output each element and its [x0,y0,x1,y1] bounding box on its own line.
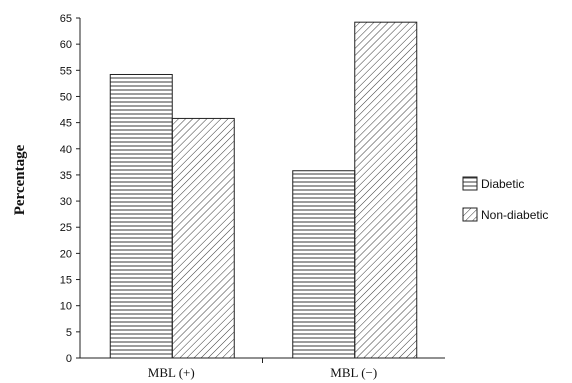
legend-label: Diabetic [481,177,524,191]
bar-diabetic-2 [292,170,356,359]
legend-swatch-diabetic [462,176,478,191]
bar-non-diabetic-1 [171,117,235,359]
bar-non-diabetic-2 [354,21,418,359]
y-tick-label: 65 [60,13,72,25]
y-tick-label: 45 [60,118,72,130]
y-axis-label: Percentage [12,144,28,215]
y-tick-label: 50 [60,91,72,103]
bars-group [109,21,418,359]
bar-diabetic-1 [109,73,173,359]
y-tick-label: 40 [60,144,72,156]
y-tick-label: 0 [66,353,72,365]
y-tick-label: 60 [60,39,72,51]
y-tick-label: 35 [60,170,72,182]
y-tick-label: 15 [60,275,72,287]
x-tick-label: MBL (−) [330,365,377,380]
y-ticks-group: 0 5 10 15 20 25 30 35 40 45 50 55 60 65 [60,13,80,365]
y-tick-label: 10 [60,301,72,313]
x-ticks-group: MBL (+) MBL (−) [148,358,377,380]
y-tick-label: 30 [60,196,72,208]
legend-swatch-non-diabetic [462,207,478,222]
legend: Diabetic Non-diabetic [462,176,548,222]
y-tick-label: 5 [66,327,72,339]
legend-label: Non-diabetic [481,208,548,222]
x-tick-label: MBL (+) [148,365,195,380]
y-tick-label: 55 [60,65,72,77]
y-tick-label: 20 [60,248,72,260]
y-tick-label: 25 [60,222,72,234]
